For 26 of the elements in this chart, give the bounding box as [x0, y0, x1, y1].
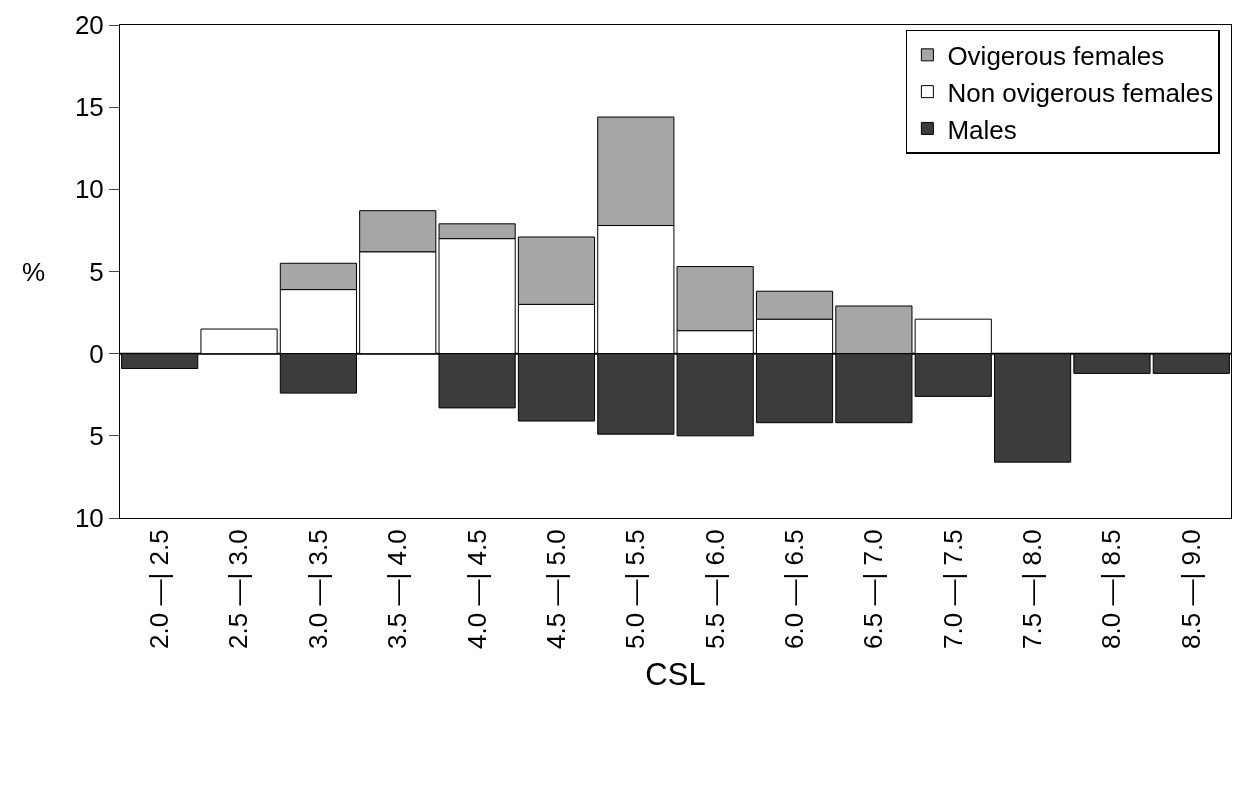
- y-tick-label: 15: [74, 92, 104, 123]
- y-tick-label: 10: [74, 503, 104, 534]
- legend-label: Non ovigerous females: [947, 77, 1214, 108]
- legend-label: Males: [947, 114, 1017, 145]
- x-tick-label: 6.5 —| 7.0: [858, 529, 889, 649]
- x-tick-label: 5.0 —| 5.5: [620, 529, 651, 649]
- x-tick-label: 4.5 —| 5.0: [540, 529, 571, 649]
- x-tick-label: 3.5 —| 4.0: [382, 529, 413, 649]
- legend-label: Ovigerous females: [947, 40, 1165, 71]
- x-tick-label: 3.0 —| 3.5: [302, 529, 333, 649]
- x-tick-label: 2.5 —| 3.0: [223, 529, 254, 649]
- y-tick-label: 20: [74, 10, 104, 41]
- x-tick-label: 5.5 —| 6.0: [699, 529, 730, 649]
- x-tick-label: 7.5 —| 8.0: [1017, 529, 1048, 649]
- x-tick-label: 7.0 —| 7.5: [937, 529, 968, 649]
- y-tick-label: 0: [89, 338, 104, 369]
- y-tick-label: 5: [89, 420, 104, 451]
- x-axis-title: CSL: [645, 657, 706, 693]
- y-tick-label: 10: [74, 174, 104, 205]
- x-tick-label: 6.0 —| 6.5: [778, 529, 809, 649]
- x-tick-label: 2.0 —| 2.5: [144, 529, 175, 649]
- x-tick-label: 8.5 —| 9.0: [1175, 529, 1206, 649]
- x-tick-label: 8.0 —| 8.5: [1096, 529, 1127, 649]
- y-tick-label: 5: [89, 256, 104, 287]
- x-tick-label: 4.0 —| 4.5: [461, 529, 492, 649]
- y-axis-title: %: [22, 257, 46, 287]
